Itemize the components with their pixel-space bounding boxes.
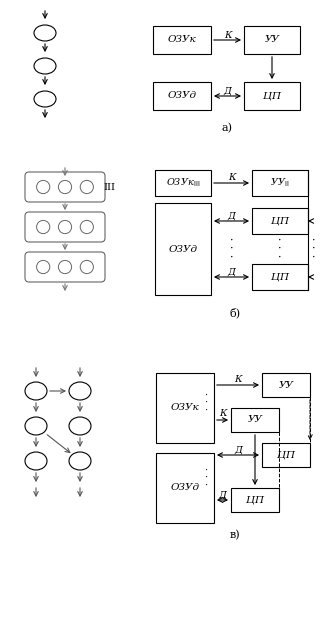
- Text: УУ: УУ: [247, 415, 262, 425]
- Text: ЦП: ЦП: [246, 495, 264, 505]
- Ellipse shape: [37, 220, 50, 234]
- Text: ·
·
·: · · ·: [278, 236, 282, 262]
- Text: б): б): [230, 308, 241, 319]
- Text: Д: Д: [218, 490, 227, 500]
- Text: Д: Д: [228, 267, 235, 277]
- Text: ОЗУк: ОЗУк: [170, 404, 200, 412]
- Ellipse shape: [37, 180, 50, 193]
- Ellipse shape: [25, 452, 47, 470]
- Bar: [252, 170, 308, 196]
- Text: К: К: [224, 30, 231, 40]
- Bar: [156, 453, 214, 523]
- FancyBboxPatch shape: [25, 172, 105, 202]
- Text: ОЗУд: ОЗУд: [168, 92, 197, 100]
- Text: Д: Д: [224, 87, 231, 95]
- FancyBboxPatch shape: [25, 212, 105, 242]
- Bar: [244, 82, 300, 110]
- Bar: [231, 488, 279, 512]
- Bar: [231, 408, 279, 432]
- Text: К: К: [228, 174, 235, 182]
- Text: Д: Д: [228, 211, 235, 221]
- Text: ЦП: ЦП: [263, 92, 281, 100]
- Bar: [262, 373, 310, 397]
- Ellipse shape: [25, 382, 47, 400]
- Ellipse shape: [58, 260, 72, 273]
- Ellipse shape: [58, 220, 72, 234]
- Text: УУ$_{\mathrm{II}}$: УУ$_{\mathrm{II}}$: [270, 177, 290, 189]
- Ellipse shape: [69, 417, 91, 435]
- Ellipse shape: [80, 220, 94, 234]
- Bar: [252, 208, 308, 234]
- Text: ОЗУк: ОЗУк: [168, 35, 196, 45]
- Text: Д: Д: [234, 446, 242, 454]
- Text: ЦП: ЦП: [271, 216, 289, 226]
- Ellipse shape: [80, 260, 94, 273]
- Text: ЦП: ЦП: [271, 273, 289, 281]
- Text: ЦП: ЦП: [277, 451, 295, 459]
- Text: а): а): [221, 123, 232, 133]
- Ellipse shape: [37, 260, 50, 273]
- Text: ·
·
·: · · ·: [204, 391, 208, 415]
- Ellipse shape: [69, 382, 91, 400]
- Bar: [155, 203, 211, 295]
- Text: III: III: [103, 182, 115, 192]
- Text: ОЗУд: ОЗУд: [170, 484, 200, 492]
- Text: ·
·
·: · · ·: [230, 236, 233, 262]
- Bar: [153, 26, 211, 54]
- Text: К: К: [234, 374, 242, 384]
- Text: в): в): [230, 530, 240, 540]
- Ellipse shape: [34, 91, 56, 107]
- Ellipse shape: [25, 417, 47, 435]
- Bar: [156, 373, 214, 443]
- Bar: [252, 264, 308, 290]
- Bar: [262, 443, 310, 467]
- Text: ·
·
·: · · ·: [204, 466, 208, 490]
- Text: ·
·
·: · · ·: [312, 236, 316, 262]
- Text: УУ: УУ: [278, 381, 293, 389]
- Text: УУ: УУ: [264, 35, 279, 45]
- Text: ОЗУд: ОЗУд: [169, 244, 198, 254]
- Bar: [153, 82, 211, 110]
- Ellipse shape: [58, 180, 72, 193]
- Ellipse shape: [80, 180, 94, 193]
- Bar: [244, 26, 300, 54]
- Ellipse shape: [34, 25, 56, 41]
- Ellipse shape: [69, 452, 91, 470]
- FancyBboxPatch shape: [25, 252, 105, 282]
- Ellipse shape: [34, 58, 56, 74]
- Text: ОЗУк$_{\mathrm{III}}$: ОЗУк$_{\mathrm{III}}$: [166, 177, 200, 189]
- Text: К: К: [219, 409, 226, 419]
- Bar: [155, 170, 211, 196]
